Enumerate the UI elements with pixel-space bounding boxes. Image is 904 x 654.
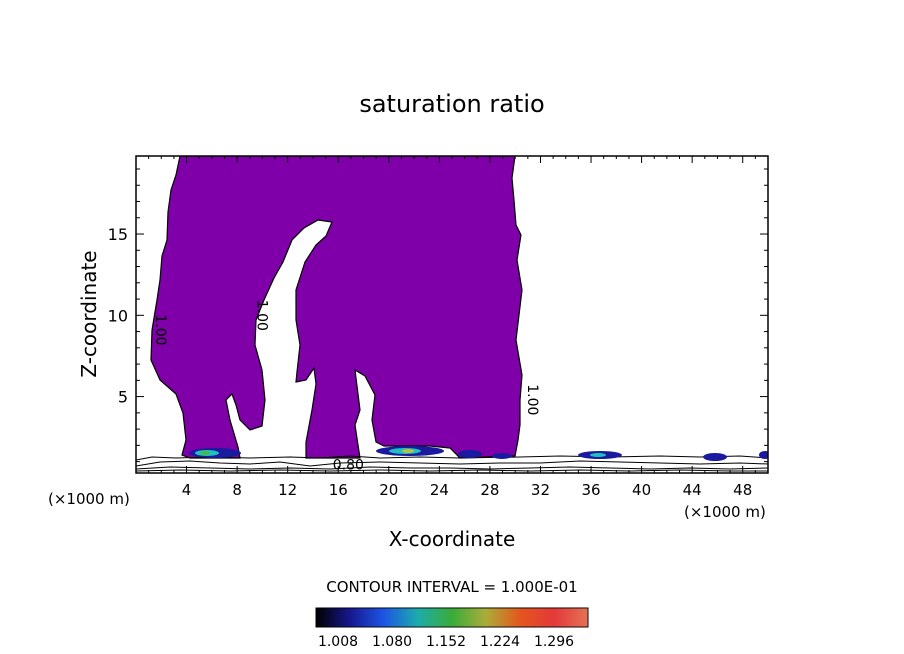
contour-interval-label: CONTOUR INTERVAL = 1.000E-01 [326,578,577,596]
colorbar-label: 1.080 [372,634,412,650]
x-tick-label: 24 [430,481,449,499]
colorbar-label: 1.296 [534,634,574,650]
chart-title: saturation ratio [359,90,544,118]
colored-spots [189,446,768,461]
x-tick-label: 48 [733,481,752,499]
contour-label: 1.00 [152,314,168,345]
contour-label: 1.00 [524,384,540,415]
contour-label: 0.80 [333,458,364,474]
x-tick-label: 4 [182,481,192,499]
x-tick-label: 16 [329,481,348,499]
y-axis: 5 10 15 [108,168,768,463]
y-tick-label: 15 [108,225,128,244]
x-tick-label: 12 [278,481,297,499]
x-tick-label: 32 [531,481,550,499]
y-axis-label: Z-coordinate [77,250,101,377]
x-tick-label: 44 [683,481,702,499]
contour-label: 1.00 [253,300,269,331]
colorbar: 1.008 1.080 1.152 1.224 1.296 [315,607,589,650]
y-tick-label: 10 [108,306,128,325]
colorbar-labels: 1.008 1.080 1.152 1.224 1.296 [318,634,574,650]
x-tick-label: 36 [581,481,600,499]
colorbar-label: 1.224 [480,634,520,650]
x-axis: 4 8 12 16 20 24 28 32 36 40 44 48 [148,156,756,499]
y-tick-label: 5 [118,388,128,407]
x-axis-label: X-coordinate [389,527,516,551]
colorbar-label: 1.008 [318,634,358,650]
supersaturated-region-left [150,156,523,459]
x-tick-label: 40 [632,481,651,499]
contour-labels: 1.00 1.00 1.00 0.80 [152,300,540,474]
colorbar-stripes [317,609,587,626]
contour-fill-region [150,156,523,459]
y-axis-unit: (×1000 m) [48,490,130,508]
colorbar-gradient [315,607,589,628]
x-axis-unit: (×1000 m) [684,503,766,521]
x-tick-label: 8 [232,481,242,499]
x-tick-label: 28 [480,481,499,499]
x-tick-label: 20 [379,481,398,499]
colorbar-label: 1.152 [426,634,466,650]
